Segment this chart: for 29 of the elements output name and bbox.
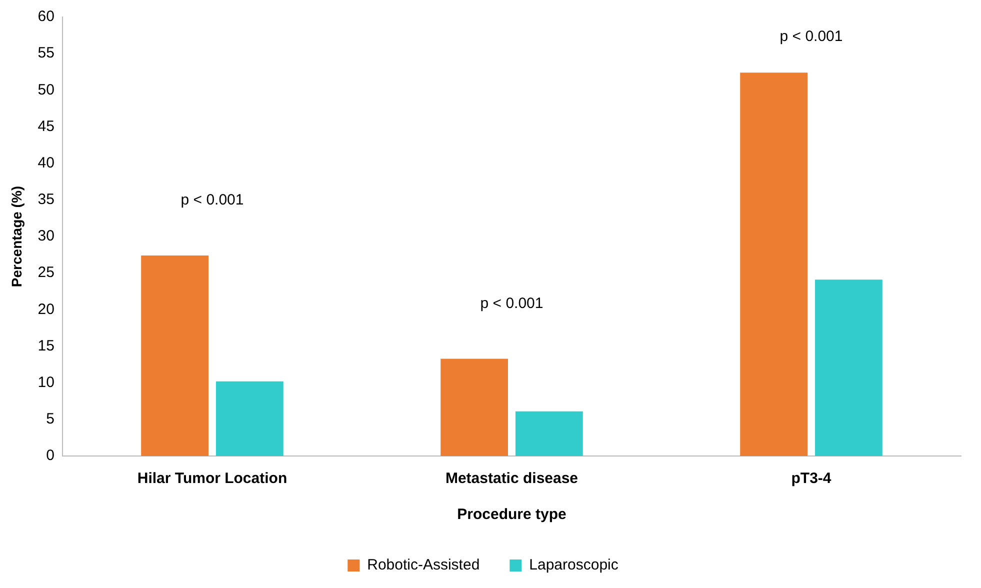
bar — [814, 280, 882, 456]
y-tick-label: 15 — [38, 337, 54, 354]
bar — [740, 72, 808, 456]
y-tick-label: 30 — [38, 228, 54, 245]
annotation: p < 0.001 — [480, 294, 544, 312]
x-tick-label: pT3-4 — [791, 470, 832, 488]
y-tick-label: 25 — [38, 264, 54, 282]
y-tick-label: 55 — [38, 44, 54, 62]
y-axis-title: Percentage (%) — [8, 186, 24, 288]
y-tick-label: 10 — [38, 374, 54, 391]
x-axis-title: Procedure type — [457, 506, 566, 524]
annotation: p < 0.001 — [180, 192, 244, 209]
y-tick-label: 35 — [38, 191, 54, 208]
legend-label: Laparoscopic — [529, 556, 619, 574]
annotation: p < 0.001 — [780, 28, 843, 46]
y-tick-label: 45 — [38, 118, 54, 135]
bar — [216, 381, 284, 456]
x-tick-label: Hilar Tumor Location — [137, 470, 288, 488]
legend-label: Robotic-Assisted — [367, 556, 480, 574]
y-tick-label: 0 — [46, 447, 54, 464]
x-tick-label: Metastatic disease — [445, 470, 578, 488]
y-tick-label: 40 — [38, 154, 54, 172]
bar — [440, 358, 508, 456]
y-tick-label: 20 — [38, 300, 54, 318]
y-tick-label: 50 — [38, 81, 54, 98]
bar — [515, 411, 583, 456]
y-tick-label: 60 — [38, 8, 54, 26]
y-tick-label: 5 — [46, 410, 54, 428]
bar — [141, 256, 208, 456]
